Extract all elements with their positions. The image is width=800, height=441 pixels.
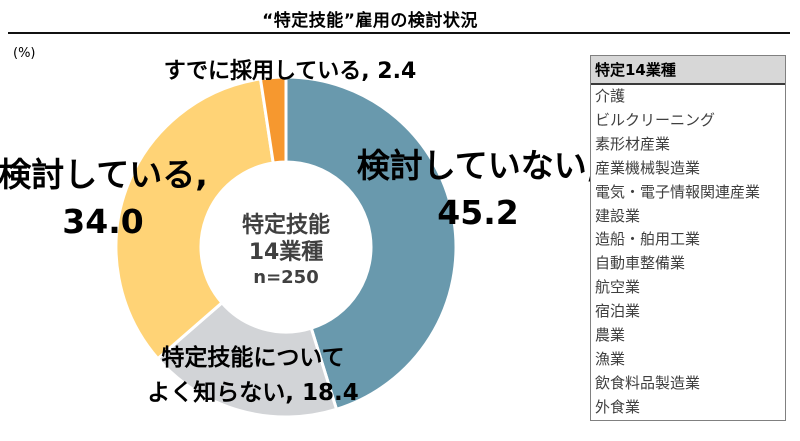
table-row: 産業機械製造業 (595, 158, 701, 177)
page-title: “特定技能”雇用の検討状況 (262, 11, 478, 31)
table-row: 航空業 (595, 278, 641, 297)
table-row: ビルクリーニング (595, 110, 716, 129)
callout-not-considering-value: 45.2 (437, 193, 519, 232)
center-label-sample-size: n=250 (253, 267, 319, 288)
table-row: 自動車整備業 (595, 254, 686, 273)
table-row: 農業 (595, 326, 626, 345)
callout-not-considering: 検討していない, 45.2 (352, 142, 604, 236)
table-row: 電気・電子情報関連産業 (595, 182, 761, 201)
pie-segment-2 (156, 301, 338, 419)
callout-considering: 検討している, 34.0 (0, 151, 216, 245)
callout-not-considering-label: 検討していない, (356, 146, 600, 185)
center-label-line1: 特定技能 (241, 213, 330, 238)
pie-segment-1 (284, 75, 458, 411)
industry-table: 特定14業種 介護ビルクリーニング 素形材産業産業機械製造業電気・電子情報関連産業… (590, 55, 786, 421)
table-row: 飲食料品製造業 (595, 373, 701, 392)
center-label-line2: 14業種 (248, 240, 324, 265)
callout-already-hired-text: すでに採用している, 2.4 (163, 59, 417, 84)
industry-table-body: 介護ビルクリーニング 素形材産業産業機械製造業電気・電子情報関連産業 建設業造船・舶… (591, 85, 785, 420)
table-row: 介護 (595, 87, 626, 105)
callout-dont-know-value: よく知らない, 18.4 (147, 380, 359, 406)
callout-already-hired: すでに採用している, 2.4 (145, 58, 435, 86)
pie-segment-4 (258, 75, 288, 165)
callout-dont-know-label: 特定技能について (161, 345, 345, 371)
callout-dont-know: 特定技能について よく知らない, 18.4 (128, 341, 378, 411)
callout-considering-label: 検討している, (0, 155, 208, 194)
industry-table-header: 特定14業種 (591, 56, 785, 85)
table-row: 素形材産業 (595, 134, 671, 153)
donut-center-label: 特定技能 14業種 n=250 (206, 212, 366, 290)
unit-label: (%) (13, 46, 36, 61)
table-row: 宿泊業 (595, 302, 641, 321)
callout-considering-value: 34.0 (62, 202, 144, 241)
pie-segment-3 (114, 77, 275, 361)
table-row: 漁業 (595, 349, 626, 368)
table-row: 建設業 (595, 206, 641, 225)
title-underline (8, 32, 790, 34)
table-row: 外食業 (595, 397, 641, 416)
table-row: 造船・舶用工業 (595, 230, 701, 249)
